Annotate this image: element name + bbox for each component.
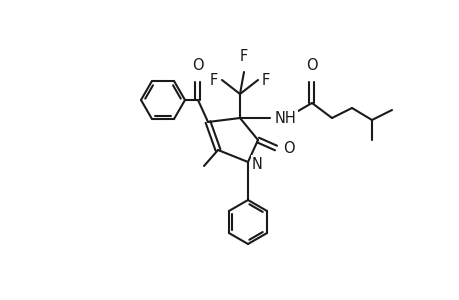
- Text: N: N: [252, 157, 262, 172]
- Text: O: O: [306, 58, 317, 73]
- Text: O: O: [282, 140, 294, 155]
- Text: NH: NH: [274, 110, 296, 125]
- Text: O: O: [192, 58, 203, 73]
- Text: F: F: [209, 73, 218, 88]
- Text: F: F: [262, 73, 270, 88]
- Text: F: F: [239, 49, 247, 64]
